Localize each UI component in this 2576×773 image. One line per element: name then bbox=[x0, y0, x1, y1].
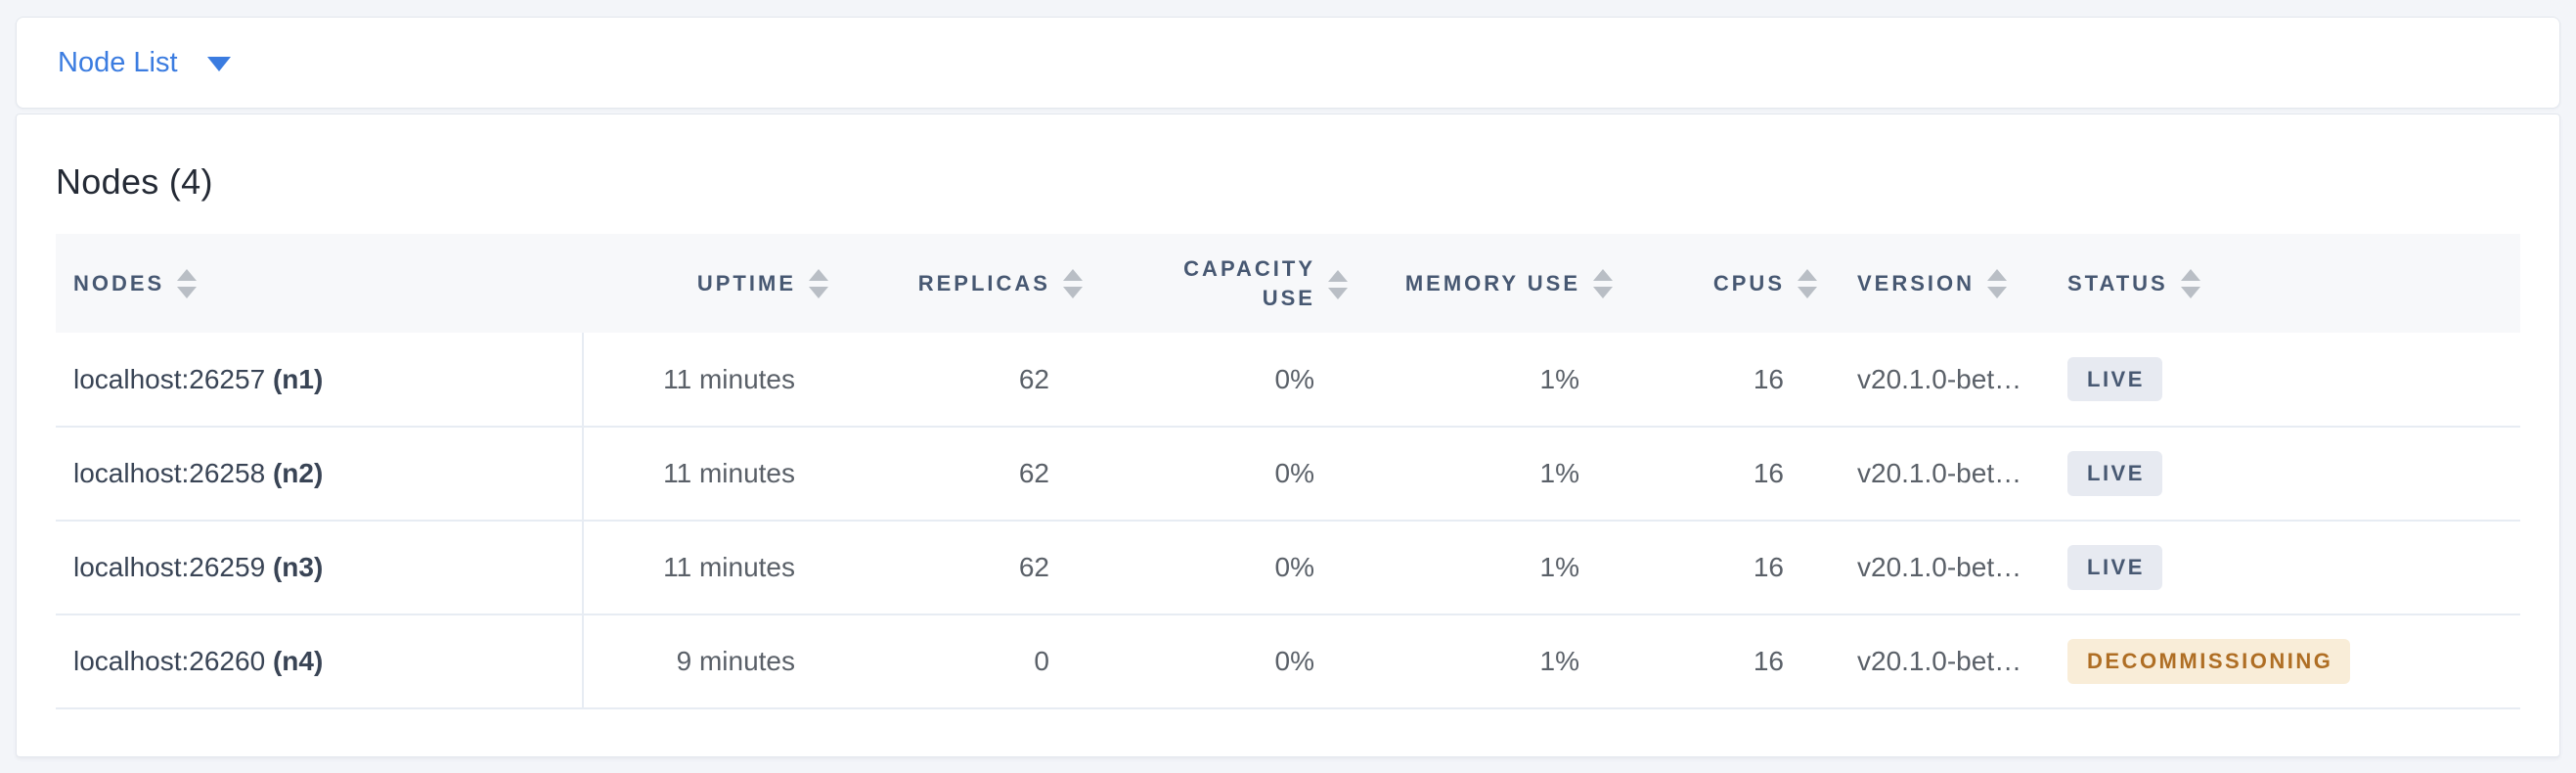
nodes-card: Nodes (4) NODES UPTIME bbox=[16, 114, 2560, 757]
sort-icon[interactable] bbox=[1328, 269, 1348, 299]
sort-icon[interactable] bbox=[1063, 268, 1083, 298]
table-row: localhost:26260 (n4) 9 minutes 0 0% 1% 1… bbox=[56, 614, 2520, 708]
cpus-cell: 16 bbox=[1753, 363, 1784, 394]
sort-icon[interactable] bbox=[809, 268, 828, 298]
node-address-cell: localhost:26257 (n1) bbox=[56, 333, 584, 427]
uptime-cell: 9 minutes bbox=[676, 646, 795, 676]
memory-use-cell: 1% bbox=[1539, 458, 1579, 488]
cpus-cell: 16 bbox=[1753, 552, 1784, 582]
status-cell: LIVE bbox=[2050, 333, 2520, 427]
capacity-use-cell: 0% bbox=[1274, 458, 1314, 488]
column-header-cpus[interactable]: CPUS bbox=[1617, 234, 1821, 333]
node-id: (n3) bbox=[272, 552, 324, 582]
column-header-memory-use[interactable]: MEMORY USE bbox=[1352, 234, 1617, 333]
column-header-label: UPTIME bbox=[696, 270, 796, 296]
version-cell: v20.1.0-bet… bbox=[1857, 646, 2022, 676]
version-cell: v20.1.0-bet… bbox=[1857, 552, 2022, 582]
capacity-use-cell: 0% bbox=[1274, 646, 1314, 676]
column-header-label: REPLICAS bbox=[917, 270, 1050, 296]
nodes-table: NODES UPTIME REPLICAS bbox=[56, 234, 2520, 709]
column-header-label: VERSION bbox=[1857, 270, 1976, 296]
column-header-version[interactable]: VERSION bbox=[1821, 234, 2050, 333]
version-cell: v20.1.0-bet… bbox=[1857, 458, 2022, 488]
uptime-cell: 11 minutes bbox=[663, 458, 795, 488]
node-list-dropdown-label: Node List bbox=[58, 46, 178, 78]
node-address-cell: localhost:26258 (n2) bbox=[56, 427, 584, 521]
table-row: localhost:26259 (n3) 11 minutes 62 0% 1%… bbox=[56, 521, 2520, 614]
replicas-cell: 0 bbox=[1034, 646, 1049, 676]
cpus-cell: 16 bbox=[1753, 458, 1784, 488]
sort-icon[interactable] bbox=[1593, 268, 1613, 298]
column-header-status[interactable]: STATUS bbox=[2050, 234, 2520, 333]
sort-icon[interactable] bbox=[177, 268, 198, 298]
node-address-cell: localhost:26259 (n3) bbox=[56, 521, 584, 614]
sort-icon[interactable] bbox=[2180, 268, 2200, 298]
column-header-nodes[interactable]: NODES bbox=[56, 234, 583, 333]
node-address: localhost:26259 bbox=[73, 552, 266, 582]
node-address: localhost:26260 bbox=[73, 646, 266, 676]
status-badge: DECOMMISSIONING bbox=[2067, 639, 2351, 684]
status-badge: LIVE bbox=[2067, 356, 2162, 402]
capacity-use-cell: 0% bbox=[1274, 363, 1314, 394]
replicas-cell: 62 bbox=[1018, 363, 1049, 394]
memory-use-cell: 1% bbox=[1539, 552, 1579, 582]
view-selector-card: Node List bbox=[16, 17, 2560, 109]
status-cell: LIVE bbox=[2050, 521, 2520, 614]
node-address: localhost:26258 bbox=[73, 458, 266, 488]
memory-use-cell: 1% bbox=[1539, 646, 1579, 676]
version-cell: v20.1.0-bet… bbox=[1857, 363, 2022, 394]
replicas-cell: 62 bbox=[1018, 458, 1049, 488]
replicas-cell: 62 bbox=[1018, 552, 1049, 582]
node-id: (n4) bbox=[272, 646, 324, 676]
capacity-use-cell: 0% bbox=[1274, 552, 1314, 582]
node-address-cell: localhost:26260 (n4) bbox=[56, 614, 584, 708]
sort-icon[interactable] bbox=[1798, 268, 1817, 298]
node-address: localhost:26257 bbox=[73, 363, 266, 394]
node-id: (n2) bbox=[272, 458, 324, 488]
column-header-label: NODES bbox=[73, 270, 165, 296]
column-header-label: CPUS bbox=[1712, 270, 1785, 296]
column-header-label: CAPACITY USE bbox=[1183, 255, 1315, 310]
column-header-label: MEMORY USE bbox=[1404, 270, 1580, 296]
table-header-row: NODES UPTIME REPLICAS bbox=[56, 234, 2520, 333]
cpus-cell: 16 bbox=[1753, 646, 1784, 676]
table-row: localhost:26257 (n1) 11 minutes 62 0% 1%… bbox=[56, 333, 2520, 427]
memory-use-cell: 1% bbox=[1539, 363, 1579, 394]
status-cell: DECOMMISSIONING bbox=[2050, 614, 2520, 708]
column-header-capacity-use[interactable]: CAPACITY USE bbox=[1087, 234, 1352, 333]
column-header-replicas[interactable]: REPLICAS bbox=[832, 234, 1087, 333]
node-id: (n1) bbox=[272, 363, 324, 394]
status-badge: LIVE bbox=[2067, 545, 2162, 590]
uptime-cell: 11 minutes bbox=[663, 552, 795, 582]
status-cell: LIVE bbox=[2050, 427, 2520, 521]
column-header-label: STATUS bbox=[2067, 270, 2168, 296]
sort-icon[interactable] bbox=[1987, 268, 2008, 298]
uptime-cell: 11 minutes bbox=[663, 363, 795, 394]
column-header-uptime[interactable]: UPTIME bbox=[583, 234, 832, 333]
table-row: localhost:26258 (n2) 11 minutes 62 0% 1%… bbox=[56, 427, 2520, 521]
page-title: Nodes (4) bbox=[56, 161, 213, 202]
status-badge: LIVE bbox=[2067, 451, 2162, 496]
chevron-down-icon bbox=[206, 57, 231, 71]
node-list-dropdown[interactable]: Node List bbox=[58, 47, 231, 79]
